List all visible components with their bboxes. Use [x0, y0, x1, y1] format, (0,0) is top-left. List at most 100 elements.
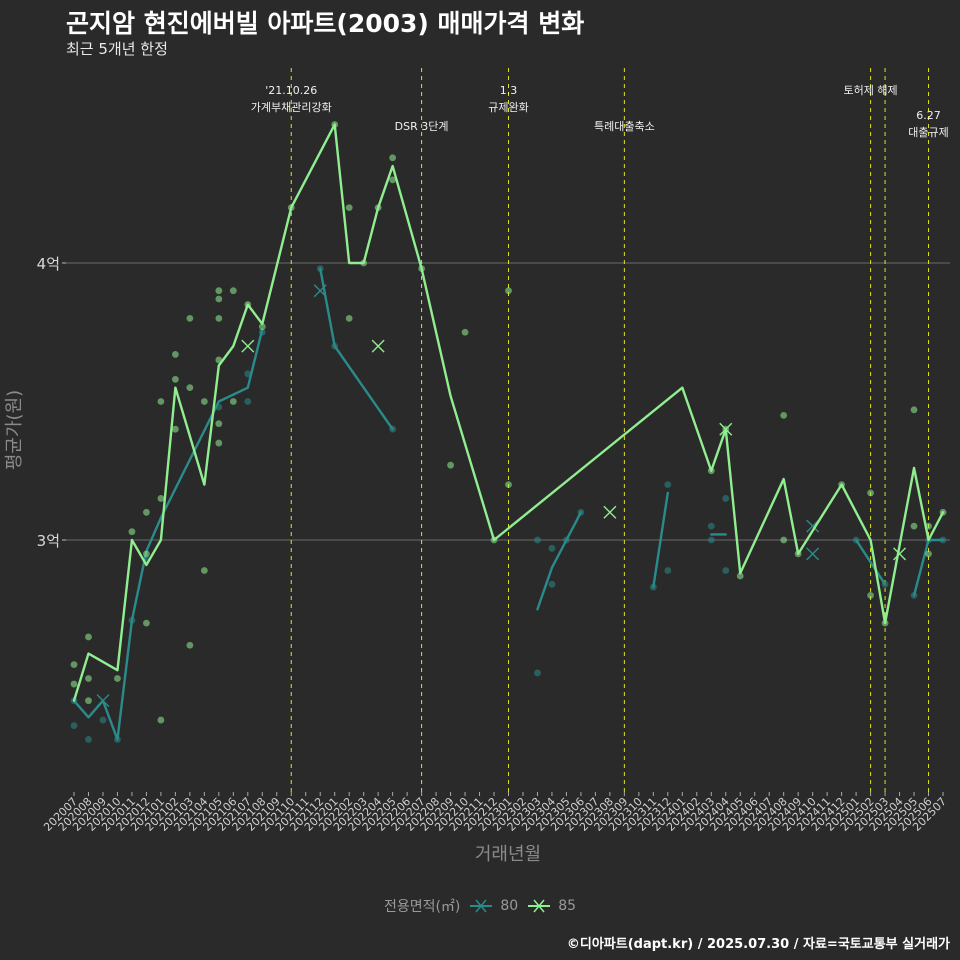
event-label: 가계부채관리강화 [251, 101, 332, 114]
data-point-85 [447, 461, 454, 469]
data-point-85 [143, 550, 150, 558]
data-point-80 [534, 669, 541, 677]
x-marker-80 [96, 694, 110, 708]
data-point-85 [200, 398, 208, 405]
data-point-85 [215, 295, 223, 303]
event-label: 토허제 해제 [844, 83, 898, 97]
series-line-80 [854, 538, 887, 586]
x-marker-stroke [96, 694, 110, 708]
data-point-80 [707, 536, 715, 544]
data-point-85 [157, 716, 165, 724]
data-point-85 [143, 619, 150, 627]
data-point-85 [505, 481, 512, 488]
x-marker-stroke [893, 547, 907, 561]
series-line-85 [72, 123, 945, 702]
data-point-85 [910, 522, 918, 530]
data-point-85 [114, 675, 121, 682]
data-point-85 [70, 680, 78, 688]
data-point-85 [128, 528, 136, 536]
event-label: 대출규제 [908, 126, 948, 139]
data-point-85 [157, 398, 165, 405]
data-point-85 [345, 315, 353, 322]
series-line-80 [72, 328, 264, 741]
chart-subtitle: 최근 5개년 한정 [66, 40, 168, 58]
data-point-80 [534, 536, 541, 544]
data-point-85 [505, 287, 512, 295]
event-label: 특례대출축소 [594, 120, 655, 133]
source-caption: ©디아파트(dapt.kr) / 2025.07.30 / 자료=국토교통부 실… [566, 937, 950, 952]
data-point-85 [461, 328, 469, 336]
data-point-85 [143, 508, 150, 516]
series-line-80 [319, 267, 394, 431]
y-tick-label: 3억 [37, 532, 60, 550]
x-marker-stroke [603, 505, 617, 519]
data-point-85 [780, 536, 788, 544]
data-point-80 [664, 481, 672, 488]
data-point-80 [85, 736, 92, 743]
data-point-85 [867, 592, 874, 599]
data-point-85 [200, 567, 208, 574]
event-label: 1.3 [500, 84, 518, 97]
data-point-80 [722, 567, 730, 574]
event-label: DSR 3단계 [395, 120, 449, 133]
x-marker-stroke [313, 284, 327, 298]
chart-title: 곤지암 현진에버빌 아파트(2003) 매매가격 변화 [66, 9, 585, 38]
data-point-85 [171, 375, 179, 383]
legend-swatch-85 [528, 899, 551, 913]
data-point-80 [722, 495, 730, 502]
data-point-85 [258, 323, 266, 331]
data-point-85 [171, 351, 179, 358]
data-point-80 [664, 567, 672, 574]
data-point-85 [389, 176, 397, 184]
data-point-80 [548, 544, 556, 552]
legend: 전용면적(㎡) 80 85 [0, 896, 960, 916]
event-label: '21.10.26 [265, 84, 317, 97]
y-axis-label: 평균가(원) [4, 390, 25, 470]
data-point-85 [171, 425, 179, 433]
data-point-85 [85, 633, 92, 641]
legend-label-80: 80 [500, 898, 519, 914]
data-point-85 [910, 406, 918, 414]
series-line-80 [536, 511, 583, 611]
legend-item-85: 85 [526, 898, 576, 914]
legend-title: 전용면적(㎡) [383, 899, 461, 915]
x-marker-85 [719, 422, 733, 436]
data-point-85 [867, 489, 874, 497]
data-point-85 [157, 495, 165, 502]
event-label: 6.27 [916, 109, 941, 122]
data-point-80 [99, 716, 107, 724]
data-point-85 [186, 315, 194, 322]
x-axis-label: 거래년월 [475, 844, 541, 865]
data-point-80 [548, 580, 556, 588]
data-point-85 [186, 641, 194, 649]
data-point-85 [85, 675, 92, 682]
data-point-85 [70, 661, 78, 669]
legend-label-85: 85 [558, 898, 577, 914]
data-point-80 [70, 722, 78, 729]
x-marker-85 [893, 547, 907, 561]
legend-swatch-80 [470, 899, 493, 913]
data-point-80 [244, 370, 252, 378]
data-point-80 [707, 522, 715, 530]
data-point-85 [229, 287, 237, 295]
data-point-85 [389, 154, 397, 162]
data-point-85 [215, 287, 223, 295]
y-tick-label: 4억 [37, 255, 60, 273]
data-point-85 [925, 550, 932, 558]
data-point-85 [186, 384, 194, 392]
data-point-85 [780, 411, 788, 419]
data-point-85 [345, 204, 353, 212]
x-marker-85 [603, 505, 617, 519]
data-point-85 [215, 439, 223, 447]
data-point-85 [215, 315, 223, 322]
x-marker-stroke [371, 339, 385, 353]
x-marker-85 [371, 339, 385, 353]
x-marker-80 [806, 547, 820, 561]
x-marker-80 [313, 284, 327, 298]
x-marker-stroke [719, 422, 733, 436]
data-point-80 [244, 398, 252, 405]
data-point-85 [229, 398, 237, 405]
event-label: 규제완화 [488, 101, 528, 114]
x-marker-stroke [806, 547, 820, 561]
